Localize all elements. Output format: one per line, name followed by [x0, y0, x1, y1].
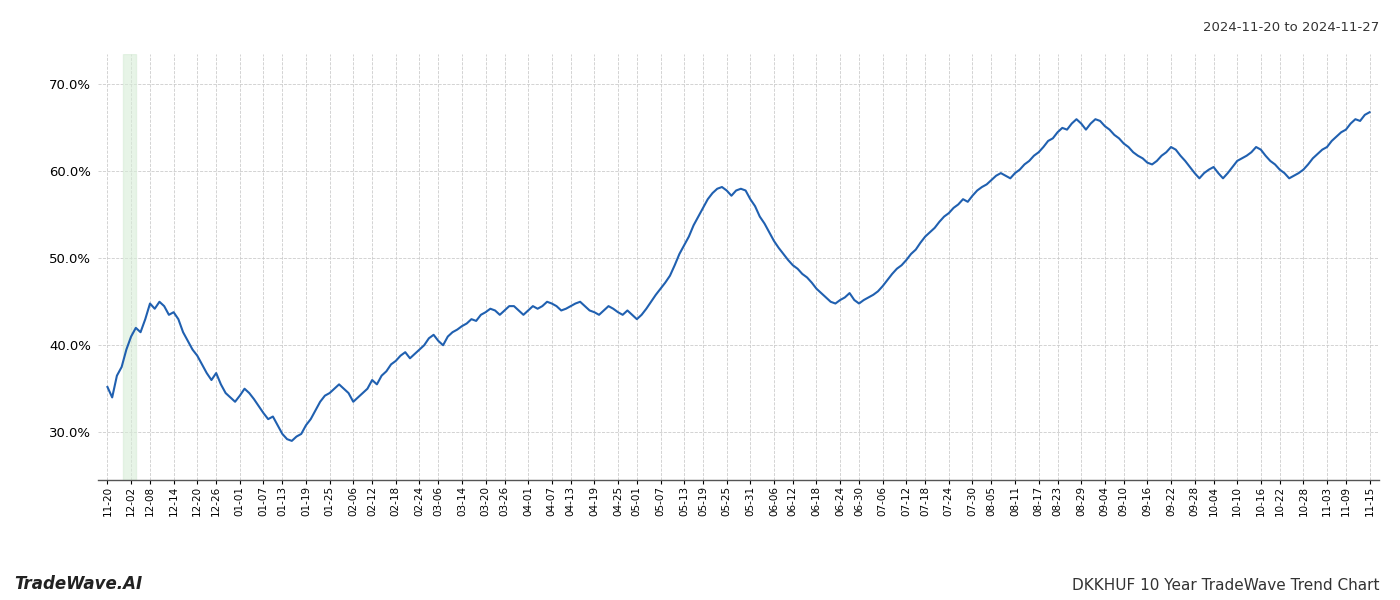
Text: TradeWave.AI: TradeWave.AI — [14, 575, 143, 593]
Text: 2024-11-20 to 2024-11-27: 2024-11-20 to 2024-11-27 — [1203, 21, 1379, 34]
Text: DKKHUF 10 Year TradeWave Trend Chart: DKKHUF 10 Year TradeWave Trend Chart — [1071, 578, 1379, 593]
Bar — [123, 54, 136, 480]
